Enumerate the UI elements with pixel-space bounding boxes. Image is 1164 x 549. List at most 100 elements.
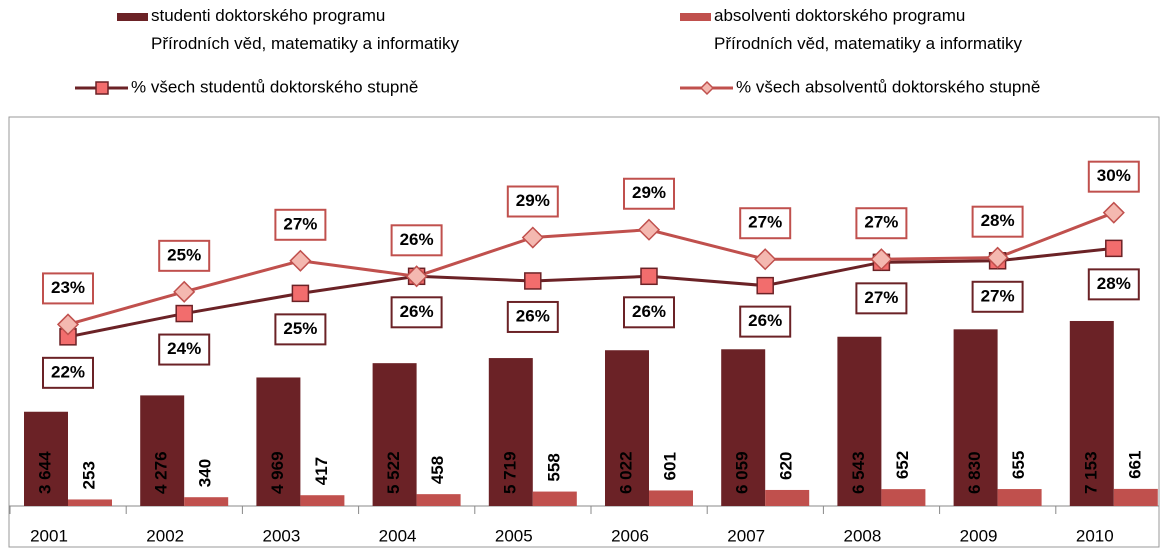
- bar: [140, 395, 185, 506]
- marker: [754, 248, 777, 271]
- value-label: 340: [196, 459, 215, 487]
- value-label: 29%: [632, 183, 666, 202]
- x-tick-label: 2001: [30, 526, 68, 545]
- value-label: 26%: [748, 311, 782, 330]
- label-box: [42, 356, 94, 389]
- label-box: [971, 205, 1024, 238]
- value-label: 24%: [167, 339, 201, 358]
- legend-label: % všech absolventů doktorského stupně: [736, 77, 1040, 96]
- bar: [605, 350, 649, 506]
- marker: [1102, 201, 1125, 224]
- line: [67, 246, 1114, 339]
- x-tick-label: 2010: [1076, 526, 1114, 545]
- value-label: 458: [428, 456, 447, 484]
- bar: [532, 491, 577, 506]
- value-label: 26%: [400, 302, 434, 321]
- value-label: 620: [777, 452, 796, 480]
- label-box: [623, 296, 675, 329]
- label-box: [739, 207, 792, 240]
- bar: [24, 411, 68, 506]
- x-tick-label: 2008: [843, 526, 881, 545]
- bar: [953, 329, 998, 506]
- value-label: 29%: [516, 191, 550, 210]
- label-box: [623, 177, 675, 210]
- bar: [997, 489, 1042, 506]
- plot-frame: [8, 116, 1160, 548]
- value-label: 5 522: [384, 451, 403, 494]
- label-box: [390, 296, 443, 329]
- bar: [300, 495, 345, 506]
- label-box: [971, 280, 1024, 313]
- value-label: 6 830: [965, 451, 984, 494]
- label-box: [506, 300, 559, 333]
- label-box: [855, 207, 908, 240]
- value-label: 652: [893, 451, 912, 479]
- bar: [256, 377, 301, 506]
- legend-swatch: [680, 13, 711, 21]
- label-box: [274, 313, 327, 346]
- marker: [173, 280, 196, 303]
- legend-marker: [699, 80, 715, 96]
- value-label: 25%: [167, 245, 201, 264]
- marker: [640, 267, 658, 286]
- label-box: [158, 239, 211, 272]
- label-box: [1087, 268, 1140, 301]
- x-tick-label: 2005: [495, 526, 533, 545]
- value-label: 30%: [1097, 166, 1131, 185]
- marker: [524, 272, 542, 290]
- x-tick-label: 2002: [146, 526, 184, 545]
- bar: [416, 494, 461, 506]
- value-label: 23%: [51, 278, 85, 297]
- bar: [1069, 320, 1114, 506]
- legend-label: studenti doktorského programu Přírodních …: [151, 6, 460, 53]
- marker: [1105, 239, 1123, 258]
- value-label: 26%: [400, 230, 434, 249]
- value-label: 27%: [748, 213, 782, 232]
- label-box: [739, 305, 792, 338]
- value-label: 28%: [1097, 274, 1131, 293]
- value-label: 4 276: [152, 451, 171, 494]
- marker: [756, 276, 774, 295]
- value-label: 22%: [51, 362, 85, 381]
- value-label: 7 153: [1081, 451, 1100, 494]
- bar: [765, 489, 810, 506]
- marker: [521, 226, 544, 249]
- label-box: [158, 333, 211, 366]
- line: [67, 211, 1115, 326]
- value-label: 27%: [283, 214, 317, 233]
- x-tick-label: 2003: [262, 526, 300, 545]
- value-label: 655: [1009, 451, 1028, 479]
- value-label: 6 022: [616, 451, 635, 494]
- label-box: [506, 185, 559, 218]
- marker: [986, 246, 1009, 269]
- bar: [837, 336, 882, 506]
- label-box: [855, 282, 908, 315]
- legend-swatch: [117, 13, 148, 21]
- marker: [175, 304, 193, 323]
- marker: [289, 249, 312, 272]
- value-label: 27%: [981, 286, 1015, 305]
- x-tick-label: 2007: [727, 526, 765, 545]
- bar: [488, 358, 533, 506]
- value-label: 27%: [864, 288, 898, 307]
- x-tick-label: 2004: [379, 526, 417, 545]
- value-label: 601: [660, 452, 679, 480]
- value-label: 661: [1125, 451, 1144, 479]
- label-box: [274, 208, 327, 241]
- bar: [881, 489, 926, 506]
- value-label: 26%: [632, 302, 666, 321]
- value-label: 27%: [864, 213, 898, 232]
- legend-label: % všech studentů doktorského stupně: [131, 77, 418, 96]
- value-label: 4 969: [268, 451, 287, 494]
- value-label: 3 644: [35, 451, 54, 494]
- bar: [1113, 488, 1158, 506]
- bar: [184, 497, 229, 506]
- marker: [291, 284, 310, 303]
- x-tick-label: 2009: [960, 526, 998, 545]
- legend-marker: [95, 81, 109, 95]
- label-box: [42, 272, 94, 305]
- value-label: 5 719: [500, 451, 519, 494]
- value-label: 28%: [981, 211, 1015, 230]
- marker: [405, 265, 428, 288]
